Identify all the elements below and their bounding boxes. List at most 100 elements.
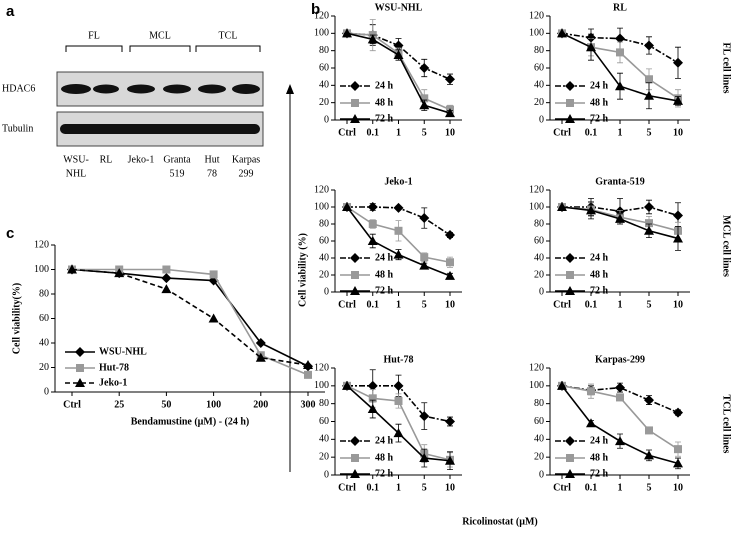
legend-label: 24 h: [375, 435, 394, 446]
marker: [445, 230, 455, 241]
panel-letter: b: [311, 1, 320, 18]
y-tick-label: 80: [534, 398, 544, 409]
marker: [645, 75, 653, 84]
legend-label: 24 h: [590, 80, 609, 91]
y-tick-label: 0: [44, 386, 49, 397]
x-tick-label: 10: [673, 127, 683, 138]
marker: [419, 453, 430, 463]
marker: [445, 416, 455, 427]
marker: [114, 268, 125, 278]
legend-label: 48 h: [375, 452, 394, 463]
x-tick-label: 0.1: [367, 482, 380, 493]
marker: [644, 40, 654, 51]
marker: [673, 458, 683, 468]
series-line: [71, 268, 309, 366]
y-tick-label: 0: [324, 114, 329, 125]
marker: [419, 213, 430, 224]
marker: [644, 450, 654, 460]
marker: [419, 411, 430, 422]
legend-marker: [350, 469, 360, 478]
marker: [394, 226, 403, 235]
marker: [557, 28, 567, 38]
row-label: HDAC6: [2, 83, 35, 94]
y-tick-label: 100: [529, 380, 544, 391]
y-tick-label: 40: [319, 434, 329, 445]
marker: [673, 210, 683, 221]
x-tick-label: 0.1: [367, 299, 380, 310]
x-tick-label: 5: [647, 127, 652, 138]
marker: [615, 382, 625, 393]
marker: [587, 387, 595, 396]
legend-label: 48 h: [590, 269, 609, 280]
legend-marker: [566, 454, 574, 462]
y-tick-label: 80: [534, 218, 544, 229]
x-tick-label: 25: [114, 399, 124, 410]
x-tick-label: 5: [647, 482, 652, 493]
y-tick-label: 20: [319, 451, 329, 462]
y-tick-label: 120: [314, 10, 329, 21]
legend-label: 24 h: [375, 252, 394, 263]
lane-label: Jeko-1: [128, 154, 155, 165]
y-axis-label: Cell viability (%): [297, 233, 308, 307]
y-tick-label: 80: [534, 45, 544, 56]
marker: [367, 404, 378, 414]
marker: [586, 205, 596, 215]
lane-label: 519: [170, 168, 185, 179]
y-tick-label: 120: [529, 362, 544, 373]
chart-title: Hut-78: [384, 354, 414, 365]
y-tick-label: 80: [39, 288, 49, 299]
y-tick-label: 20: [39, 362, 49, 373]
marker: [615, 81, 625, 91]
x-tick-label: 5: [647, 299, 652, 310]
group-label: TCL: [219, 30, 238, 41]
x-tick-label: 300: [301, 399, 316, 410]
x-tick-label: 200: [253, 399, 268, 410]
y-tick-label: 0: [539, 286, 544, 297]
marker: [161, 273, 172, 284]
marker: [674, 445, 682, 454]
legend-marker: [350, 114, 360, 123]
x-tick-label: 1: [618, 299, 623, 310]
legend-label: 72 h: [590, 113, 609, 124]
y-tick-label: 100: [314, 28, 329, 39]
y-tick-label: 120: [314, 184, 329, 195]
legend-marker: [565, 286, 575, 295]
legend-marker: [565, 81, 575, 91]
x-axis-label: Ricolinostat (µM): [462, 516, 537, 527]
y-tick-label: 100: [314, 201, 329, 212]
x-axis-label: Bendamustine (µM) - (24 h): [131, 416, 250, 427]
row-label: TCL cell lines: [721, 395, 732, 454]
lane-label: Hut: [205, 154, 220, 165]
x-tick-label: 10: [673, 299, 683, 310]
y-tick-label: 60: [319, 235, 329, 246]
marker: [209, 270, 218, 279]
marker: [673, 233, 683, 243]
y-tick-label: 100: [34, 264, 49, 275]
legend-marker: [75, 378, 85, 387]
legend-label: 24 h: [590, 252, 609, 263]
row-label: Tubulin: [2, 123, 33, 134]
x-tick-label: Ctrl: [63, 399, 81, 410]
legend-label: 48 h: [590, 452, 609, 463]
legend-label: 72 h: [590, 468, 609, 479]
chart-title: Karpas-299: [595, 354, 645, 365]
marker: [673, 57, 683, 68]
series-line: [562, 206, 679, 217]
x-tick-label: 1: [396, 127, 401, 138]
x-tick-label: Ctrl: [553, 299, 571, 310]
marker: [393, 428, 404, 438]
chart-title: RL: [613, 2, 627, 13]
x-tick-label: 50: [161, 399, 171, 410]
x-tick-label: 5: [422, 299, 427, 310]
legend-marker: [350, 81, 360, 91]
y-tick-label: 80: [319, 398, 329, 409]
legend-label: 72 h: [375, 113, 394, 124]
x-tick-label: Ctrl: [553, 127, 571, 138]
marker: [394, 396, 403, 405]
x-tick-label: 1: [396, 482, 401, 493]
x-tick-label: 10: [445, 482, 455, 493]
legend-marker: [565, 436, 575, 446]
x-tick-label: Ctrl: [553, 482, 571, 493]
x-tick-label: Ctrl: [338, 482, 356, 493]
x-tick-label: 100: [206, 399, 221, 410]
